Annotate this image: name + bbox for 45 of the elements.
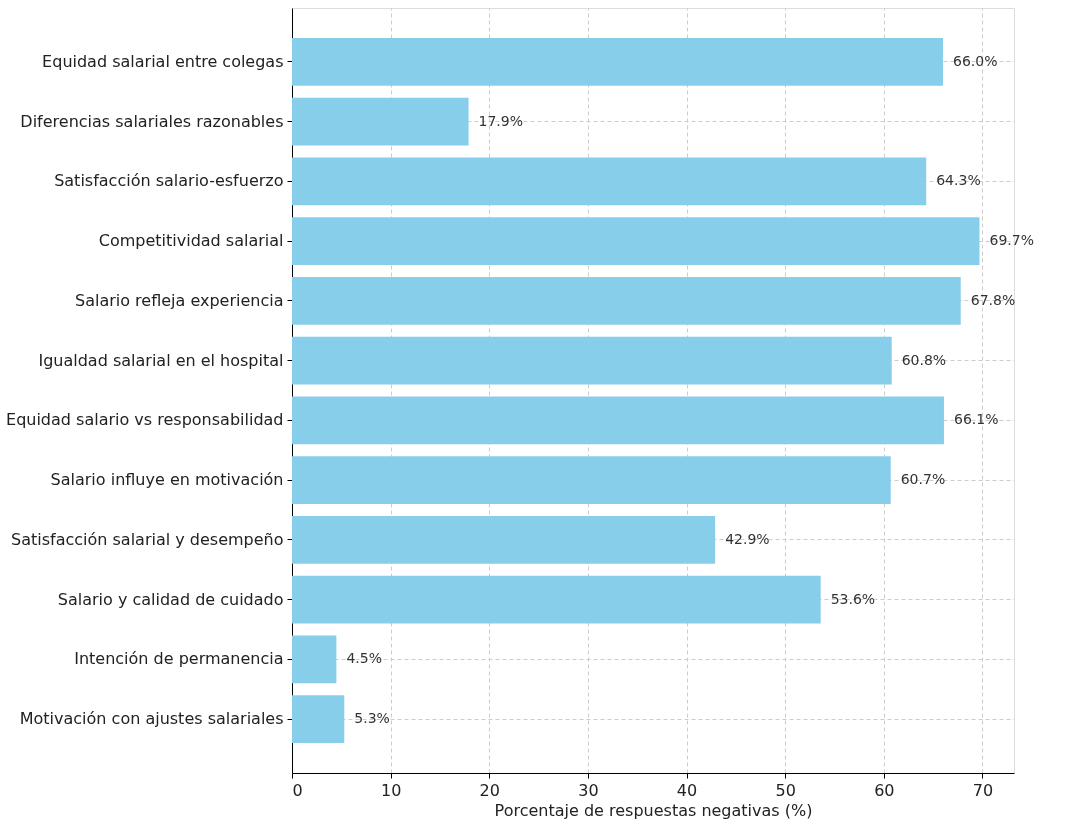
data-label: 64.3% <box>936 172 981 189</box>
bar <box>292 37 943 86</box>
y-tick-label: Intención de permanencia <box>74 649 284 669</box>
data-label: 17.9% <box>478 112 524 129</box>
x-tick-label: 60 <box>874 780 895 800</box>
data-label: 42.9% <box>725 530 770 547</box>
bar <box>292 635 337 684</box>
data-label: 66.0% <box>952 52 998 69</box>
bar <box>292 276 961 325</box>
bar <box>292 456 891 505</box>
bar <box>292 217 980 265</box>
data-label: 5.3% <box>354 710 390 727</box>
bar <box>292 695 345 744</box>
bar <box>292 157 927 206</box>
x-tick-label: 0 <box>292 780 303 800</box>
bar <box>292 97 469 146</box>
y-tick-label: Diferencias salariales razonables <box>20 111 284 131</box>
bar <box>292 336 892 385</box>
x-tick-label: 70 <box>972 780 994 800</box>
y-tick-label: Igualdad salarial en el hospital <box>38 350 284 370</box>
data-label: 60.7% <box>900 471 946 488</box>
x-tick-label: 40 <box>676 780 698 800</box>
data-label: 67.8% <box>970 291 1016 308</box>
bar <box>292 396 944 445</box>
data-label: 4.5% <box>346 650 382 667</box>
bar <box>292 516 716 564</box>
y-tick-label: Equidad salarial entre colegas <box>42 51 284 71</box>
x-tick-label: 30 <box>578 780 599 800</box>
y-tick-label: Equidad salario vs responsabilidad <box>6 410 284 430</box>
y-tick-label: Salario refleja experiencia <box>74 290 284 310</box>
x-tick-label: 50 <box>775 780 796 800</box>
data-label: 66.1% <box>953 411 999 428</box>
y-tick-label: Satisfacción salario-esfuerzo <box>54 171 284 191</box>
x-tick-label: 10 <box>380 780 402 800</box>
data-label: 69.7% <box>989 232 1034 249</box>
y-tick-label: Salario y calidad de cuidado <box>57 589 284 609</box>
y-tick-label: Competitividad salarial <box>98 231 284 251</box>
x-tick-label: 20 <box>479 780 500 800</box>
bar <box>292 575 821 624</box>
data-label: 60.8% <box>901 351 947 368</box>
y-tick-label: Satisfacción salarial y desempeño <box>10 529 284 549</box>
y-tick-label: Motivación con ajustes salariales <box>19 709 284 729</box>
x-axis-title: Porcentaje de respuestas negativas (%) <box>494 800 813 820</box>
y-tick-label: Salario influye en motivación <box>50 470 284 490</box>
data-label: 53.6% <box>830 590 876 607</box>
